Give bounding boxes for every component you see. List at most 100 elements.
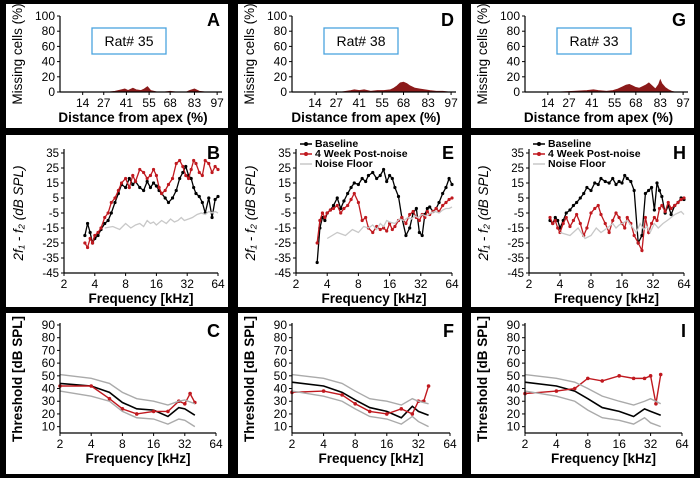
x-tick-label: 8 <box>588 277 595 291</box>
data-point <box>390 227 394 232</box>
data-point <box>184 173 188 178</box>
data-point <box>186 176 191 181</box>
data-point <box>548 215 552 220</box>
x-axis-label: Distance from apex (%) <box>524 110 673 125</box>
series-line-baseline-sd <box>524 373 662 406</box>
y-tick-label: -15 <box>274 223 291 235</box>
data-point <box>192 158 196 163</box>
data-point <box>134 412 139 416</box>
data-point <box>181 164 185 169</box>
data-point <box>607 230 611 235</box>
series-line-baseline <box>59 382 196 418</box>
y-tick-label: 10 <box>42 420 56 434</box>
data-point <box>564 215 568 220</box>
rat-label-box <box>323 27 399 55</box>
data-point <box>315 260 319 265</box>
panel-background <box>6 135 228 307</box>
data-point <box>335 203 339 208</box>
x-tick-label: 14 <box>541 96 555 110</box>
y-tick-label: 40 <box>507 382 521 396</box>
data-point <box>325 211 329 215</box>
data-point <box>414 206 418 211</box>
y-tick-label: 80 <box>274 24 288 38</box>
data-point <box>103 215 107 220</box>
data-point <box>417 218 421 223</box>
x-tick-label: 8 <box>122 277 129 291</box>
data-point <box>636 241 640 245</box>
y-tick-label: 30 <box>274 394 288 408</box>
data-point <box>657 188 662 193</box>
data-point <box>96 233 100 238</box>
x-tick-label: 32 <box>412 437 426 451</box>
y-tick-label: -35 <box>507 253 524 265</box>
data-point <box>632 188 636 193</box>
y-tick-label: 70 <box>507 343 521 357</box>
y-tick-label: 80 <box>507 24 521 38</box>
x-tick-label: 4 <box>324 277 331 291</box>
data-point <box>83 233 87 238</box>
x-tick-label: 16 <box>150 277 164 291</box>
data-point <box>385 412 389 416</box>
x-tick-label: 27 <box>562 96 576 110</box>
data-point <box>216 194 220 199</box>
y-tick-label: -25 <box>42 238 59 250</box>
data-point <box>160 191 164 196</box>
data-point <box>342 199 346 203</box>
data-point <box>174 161 178 166</box>
data-point <box>607 181 611 185</box>
y-tick-label: 60 <box>42 39 56 53</box>
y-tick-label: 35 <box>46 148 59 160</box>
x-tick-label: 55 <box>142 96 156 110</box>
data-point <box>571 203 576 208</box>
data-point <box>568 208 572 212</box>
data-point <box>142 188 146 193</box>
data-point <box>660 203 664 208</box>
x-tick-label: 64 <box>209 437 223 451</box>
y-tick-label: 15 <box>278 178 291 190</box>
x-tick-label: 64 <box>445 277 459 291</box>
data-point <box>328 208 333 212</box>
x-tick-label: 8 <box>352 437 359 451</box>
data-point <box>93 233 97 238</box>
data-point <box>340 393 344 397</box>
data-point <box>568 224 572 229</box>
data-point <box>109 211 113 215</box>
y-tick-label: 30 <box>42 394 56 408</box>
series-line-baseline-sd <box>291 373 429 406</box>
data-point <box>192 185 196 190</box>
y-tick-label: 20 <box>507 407 521 421</box>
data-point <box>425 206 429 211</box>
data-point <box>216 167 220 172</box>
data-point <box>599 212 603 217</box>
legend-marker <box>537 152 541 156</box>
data-point <box>113 196 117 200</box>
data-point <box>103 221 107 226</box>
data-point <box>649 221 654 226</box>
data-point <box>154 173 158 178</box>
data-point <box>632 233 636 238</box>
data-point <box>669 206 673 211</box>
data-point <box>417 230 421 235</box>
panel-b: B -45 -35 -25 -15 -5 5 15 25 35 2 4 8 16 32 64 Frequency… <box>6 135 228 307</box>
data-point <box>133 179 138 184</box>
data-point <box>400 215 404 220</box>
x-tick-label: 27 <box>330 96 344 110</box>
data-point <box>339 206 343 211</box>
legend-label: Noise Floor <box>315 158 373 170</box>
legend-marker <box>304 142 308 146</box>
data-point <box>396 194 401 199</box>
y-tick-label: 100 <box>35 9 55 23</box>
x-tick-label: 64 <box>677 277 691 291</box>
data-point <box>178 176 182 181</box>
data-point <box>646 188 651 193</box>
rat-label-box <box>91 27 167 55</box>
x-tick-label: 2 <box>522 437 529 451</box>
data-point <box>203 158 207 163</box>
panel-letter: B <box>207 143 220 163</box>
x-tick-label: 32 <box>646 277 660 291</box>
x-axis-label: Distance from apex (%) <box>291 110 440 125</box>
x-tick-label: 97 <box>444 96 458 110</box>
data-point <box>561 221 565 226</box>
